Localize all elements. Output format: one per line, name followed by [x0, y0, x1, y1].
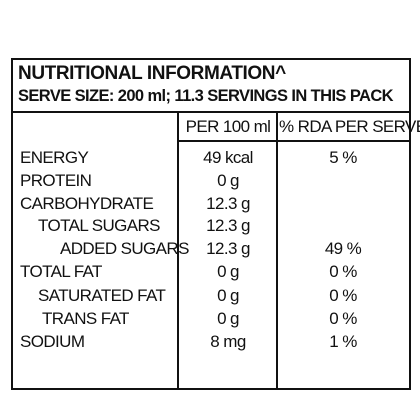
nutrient: TOTAL SUGARS — [38, 216, 161, 235]
nutrient: TRANS FAT — [42, 309, 129, 328]
serving-info: SERVE SIZE: 200 ml; 11.3 SERVINGS IN THI… — [18, 87, 394, 105]
label-frame — [11, 58, 411, 390]
amount: 0 g — [217, 171, 239, 190]
amount: 12.3 g — [206, 194, 250, 213]
nutrient: SODIUM — [20, 332, 85, 351]
column-divider — [276, 111, 278, 388]
nutrient: TOTAL FAT — [20, 262, 102, 281]
amount: 0 g — [217, 262, 239, 281]
amount: 12.3 g — [206, 216, 250, 235]
rda: 0 % — [329, 309, 357, 328]
amount: 0 g — [217, 286, 239, 305]
nutrient: SATURATED FAT — [38, 286, 166, 305]
column-divider — [177, 111, 179, 388]
nutrient: PROTEIN — [20, 171, 92, 190]
amount: 12.3 g — [206, 239, 250, 258]
column-header-rule — [178, 140, 409, 142]
header-rule — [11, 111, 409, 113]
amount: 8 mg — [210, 332, 246, 351]
column-header: % RDA PER SERVE — [279, 117, 420, 136]
title: NUTRITIONAL INFORMATION^ — [18, 63, 286, 84]
rda: 1 % — [329, 332, 357, 351]
nutrient: ADDED SUGARS — [60, 239, 189, 258]
rda: 0 % — [329, 262, 357, 281]
amount: 49 kcal — [203, 148, 253, 167]
nutrient: ENERGY — [20, 148, 89, 167]
rda: 49 % — [324, 239, 362, 258]
rda: 0 % — [329, 286, 357, 305]
amount: 0 g — [217, 309, 239, 328]
nutrient: CARBOHYDRATE — [20, 194, 154, 213]
rda: 5 % — [329, 148, 357, 167]
column-header: PER 100 ml — [185, 117, 271, 136]
